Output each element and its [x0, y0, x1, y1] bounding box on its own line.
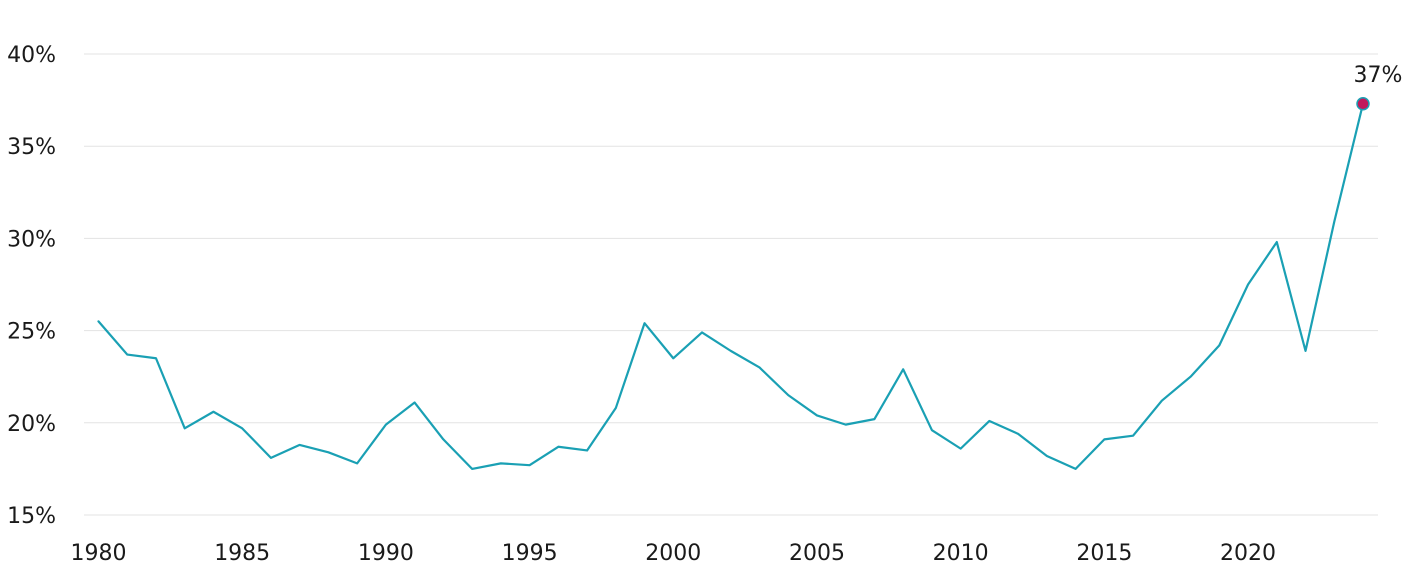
x-tick-label: 1995: [502, 541, 558, 566]
x-tick-label: 1990: [358, 541, 414, 566]
gridlines: [84, 53, 1378, 516]
x-tick-label: 1985: [214, 541, 270, 566]
x-tick-label: 2020: [1220, 541, 1276, 566]
series-group: [97, 102, 1365, 470]
y-tick-label: 20%: [7, 412, 56, 437]
x-tick-label: 2005: [789, 541, 845, 566]
series-line: [97, 102, 1365, 470]
y-tick-label: 15%: [7, 504, 56, 529]
y-tick-label: 35%: [7, 135, 56, 160]
x-tick-label: 2010: [933, 541, 989, 566]
highlight-point: [1356, 97, 1370, 111]
highlight-group: 37%: [1354, 63, 1403, 111]
x-tick-label: 1980: [71, 541, 127, 566]
highlight-label: 37%: [1354, 63, 1403, 88]
y-tick-label: 25%: [7, 320, 56, 345]
y-axis-tick-labels: 15% 20% 25% 30% 35% 40%: [7, 43, 56, 529]
x-tick-label: 2015: [1076, 541, 1132, 566]
x-axis-tick-labels: 1980 1985 1990 1995 2000 2005 2010 2015 2020: [71, 541, 1277, 566]
x-tick-label: 2000: [645, 541, 701, 566]
y-tick-label: 30%: [7, 227, 56, 252]
y-tick-label: 40%: [7, 43, 56, 68]
